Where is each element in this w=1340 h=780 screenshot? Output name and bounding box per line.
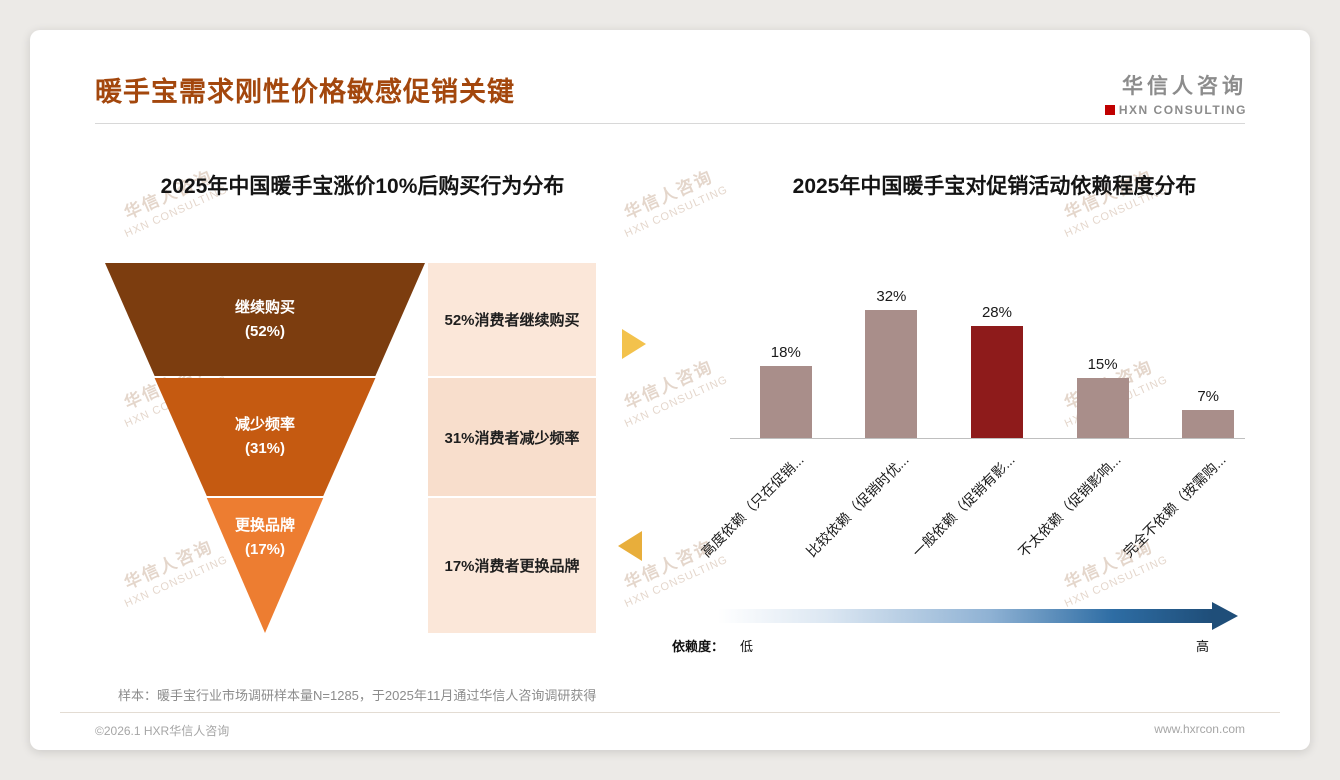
bar-column-5: 7% [1155,388,1261,438]
logo-subtitle-text: HXN CONSULTING [1118,103,1247,117]
funnel-segment-2: 减少频率 (31%) [154,378,376,496]
logo-name: 华信人咨询 [1122,75,1247,98]
funnel-segment-value: (17%) [244,541,285,558]
footer-divider [60,712,1280,713]
funnel-annotations: 52%消费者继续购买 31%消费者减少频率 17%消费者更换品牌 [428,263,596,633]
funnel-segment-label: 继续购买 [234,298,295,316]
dependence-gradient-arrow [718,602,1238,630]
axis-legend-low: 低 [740,639,754,654]
funnel-chart-title: 2025年中国暖手宝涨价10%后购买行为分布 [160,175,565,198]
x-axis-line [730,438,1245,439]
slide-card: 华信人咨询 HXN CONSULTING 华信人咨询 HXN CONSULTING … [30,30,1310,750]
axis-legend-label: 依赖度： [672,639,725,654]
funnel-segment-value: (52%) [244,322,285,340]
funnel-annotation-1: 52%消费者继续购买 [428,263,596,376]
flow-arrow-left-icon [618,531,642,561]
bar-column-1: 18% [733,344,839,438]
funnel-segment-label: 更换品牌 [234,517,295,534]
flow-arrow-right-icon [622,329,646,359]
sample-footnote: 样本：暖手宝行业市场调研样本量N=1285，于2025年11月通过华信人咨询调研… [118,688,597,703]
bar-value-label: 15% [1087,356,1118,373]
footer-website: www.hxrcon.com [1154,722,1245,736]
bar-value-label: 7% [1197,388,1220,405]
page-title: 暖手宝需求刚性价格敏感促销关键 [95,77,515,107]
bar [865,310,918,438]
bar-value-label: 32% [876,288,907,305]
bar-column-2: 32% [839,288,945,438]
bar-value-label: 28% [981,304,1012,321]
gradient-arrowhead-icon [1212,602,1238,630]
funnel-annotation-3: 17%消费者更换品牌 [428,498,596,633]
gradient-bar [718,609,1212,623]
title-divider [95,123,1245,124]
funnel-chart: 继续购买 (52%) 减少频率 (31%) 更换品牌 (17%) [105,263,425,633]
funnel-segment-value: (31%) [244,440,285,457]
bar [1182,410,1235,438]
funnel-segment-1: 继续购买 (52%) [105,263,425,376]
funnel-segment-3: 更换品牌 (17%) [206,498,324,633]
bar [1076,378,1129,438]
bar-chart: 18% 32% 28% 15% 7% [733,278,1261,438]
bar-chart-title: 2025年中国暖手宝对促销活动依赖程度分布 [792,175,1197,198]
bar-value-label: 18% [770,344,801,361]
funnel-segment-label: 减少频率 [234,416,295,433]
logo-mark-icon [1104,105,1115,115]
axis-legend-high: 高 [1196,639,1210,654]
bar-column-4: 15% [1050,356,1156,438]
bar [759,366,812,438]
logo-subtitle: HXN CONSULTING [1104,103,1247,117]
funnel-annotation-2: 31%消费者减少频率 [428,378,596,496]
bar [970,326,1023,438]
company-logo: 华信人咨询 HXN CONSULTING [1104,70,1247,117]
bar-column-3: 28% [944,304,1050,438]
footer-copyright: ©2026.1 HXR华信人咨询 [95,724,230,738]
